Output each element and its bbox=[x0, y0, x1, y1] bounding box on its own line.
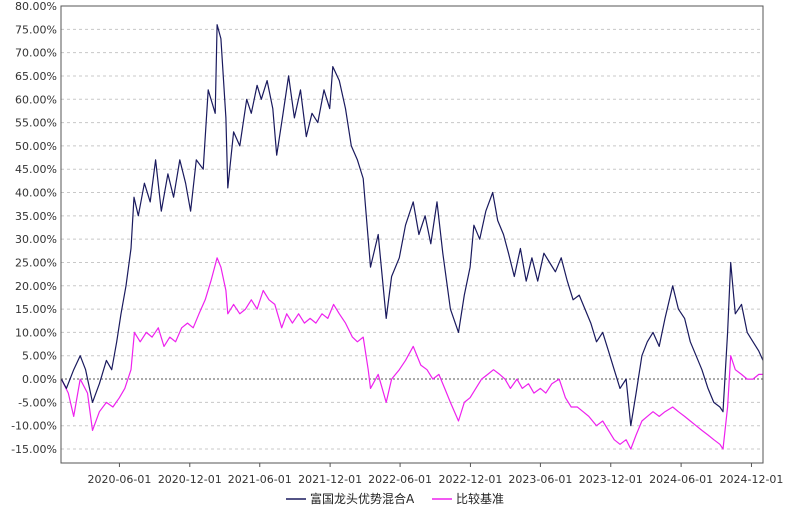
y-tick-label: 70.00% bbox=[15, 47, 57, 60]
y-tick-label: 5.00% bbox=[22, 350, 57, 363]
y-tick-label: 40.00% bbox=[15, 187, 57, 200]
y-tick-label: -5.00% bbox=[18, 396, 57, 409]
x-tick-label: 2020-06-01 bbox=[87, 473, 151, 486]
y-tick-label: 50.00% bbox=[15, 140, 57, 153]
x-tick-label: 2022-06-01 bbox=[368, 473, 432, 486]
series-line-fund bbox=[60, 24, 764, 427]
y-tick-label: 75.00% bbox=[15, 23, 57, 36]
grid-layer bbox=[61, 5, 763, 450]
y-tick-label: 60.00% bbox=[15, 93, 57, 106]
y-tick-label: 25.00% bbox=[15, 256, 57, 269]
y-tick-label: 10.00% bbox=[15, 326, 57, 339]
x-tick-label: 2024-06-01 bbox=[649, 473, 713, 486]
y-tick-label: 0.00% bbox=[22, 373, 57, 386]
series-line-benchmark bbox=[60, 257, 763, 450]
y-tick-label: 45.00% bbox=[15, 163, 57, 176]
x-tick-label: 2024-12-01 bbox=[719, 473, 783, 486]
y-tick-label: 20.00% bbox=[15, 280, 57, 293]
legend-label-fund: 富国龙头优势混合A bbox=[310, 491, 415, 506]
x-tick-label: 2023-12-01 bbox=[579, 473, 643, 486]
x-axis-ticks: 2020-06-01 2020-12-01 2021-06-01 2021-12-01… bbox=[87, 463, 783, 486]
x-tick-label: 2020-12-01 bbox=[158, 473, 222, 486]
x-tick-label: 2023-06-01 bbox=[508, 473, 572, 486]
y-tick-label: 55.00% bbox=[15, 117, 57, 130]
y-tick-label: 15.00% bbox=[15, 303, 57, 316]
y-tick-label: 35.00% bbox=[15, 210, 57, 223]
plot-frame bbox=[60, 5, 764, 464]
legend: 富国龙头优势混合A 比较基准 bbox=[286, 491, 504, 506]
legend-label-benchmark: 比较基准 bbox=[456, 491, 504, 506]
series-layer bbox=[60, 24, 764, 450]
y-tick-label: -15.00% bbox=[11, 443, 57, 456]
x-tick-label: 2021-12-01 bbox=[298, 473, 362, 486]
y-tick-label: 80.00% bbox=[15, 0, 57, 13]
y-tick-label: 65.00% bbox=[15, 70, 57, 83]
y-tick-label: 30.00% bbox=[15, 233, 57, 246]
y-axis-ticks: -15.00% -10.00% -5.00% 0.00% 5.00% 10.00% 15.0… bbox=[11, 0, 57, 456]
y-tick-label: -10.00% bbox=[11, 420, 57, 433]
x-tick-label: 2022-12-01 bbox=[438, 473, 502, 486]
x-tick-label: 2021-06-01 bbox=[228, 473, 292, 486]
